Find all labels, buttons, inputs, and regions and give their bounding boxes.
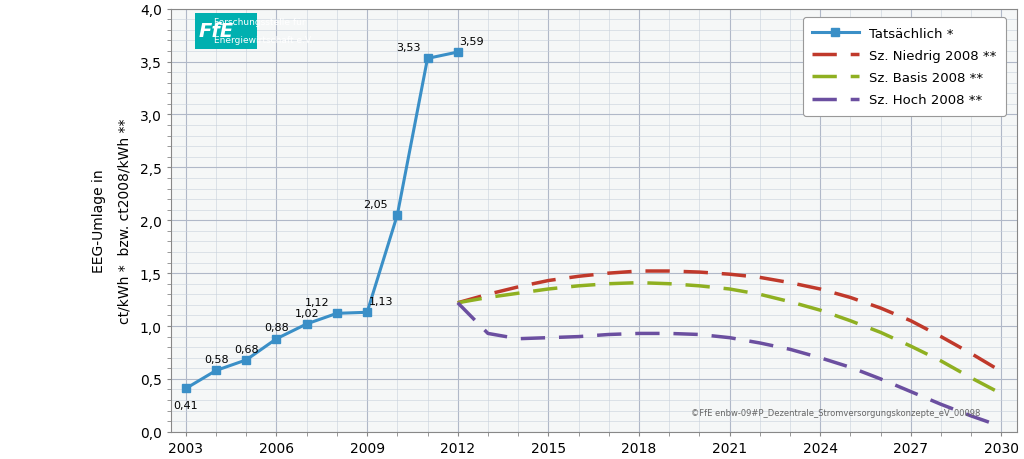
Text: FfE: FfE	[199, 22, 234, 41]
Sz. Basis 2008 **	[602, 281, 614, 287]
Sz. Hoch 2008 **	[542, 335, 554, 341]
Sz. Hoch 2008 **	[754, 341, 766, 346]
Text: 1,12: 1,12	[305, 297, 330, 308]
Sz. Hoch 2008 **	[481, 331, 494, 336]
Sz. Basis 2008 **	[814, 308, 826, 313]
Text: 3,59: 3,59	[460, 37, 484, 47]
Sz. Hoch 2008 **	[723, 335, 735, 341]
Text: 0,68: 0,68	[233, 344, 259, 354]
Sz. Niedrig 2008 **	[965, 351, 977, 357]
Sz. Hoch 2008 **	[814, 355, 826, 361]
Tatsächlich *	[452, 50, 464, 56]
Sz. Hoch 2008 **	[512, 336, 524, 342]
Sz. Hoch 2008 **	[633, 331, 645, 336]
Sz. Hoch 2008 **	[693, 332, 706, 337]
Sz. Basis 2008 **	[663, 281, 675, 287]
Sz. Basis 2008 **	[754, 292, 766, 297]
Sz. Niedrig 2008 **	[693, 270, 706, 275]
Bar	[195, 14, 257, 50]
Sz. Basis 2008 **	[874, 330, 887, 336]
Line: Sz. Basis 2008 **: Sz. Basis 2008 **	[458, 283, 1001, 394]
Sz. Basis 2008 **	[633, 280, 645, 286]
Sz. Hoch 2008 **	[935, 402, 947, 407]
Text: ct/kWh *  bzw. ct2008/kWh **: ct/kWh * bzw. ct2008/kWh **	[118, 118, 131, 323]
Sz. Niedrig 2008 **	[935, 334, 947, 340]
Text: 0,41: 0,41	[174, 400, 199, 410]
Sz. Niedrig 2008 **	[904, 318, 916, 324]
Tatsächlich *	[241, 358, 253, 363]
Sz. Hoch 2008 **	[904, 389, 916, 394]
Sz. Hoch 2008 **	[572, 334, 585, 340]
Sz. Basis 2008 **	[904, 344, 916, 349]
Sz. Niedrig 2008 **	[723, 272, 735, 277]
Sz. Hoch 2008 **	[874, 376, 887, 382]
Tatsächlich *	[331, 311, 343, 316]
Text: 0,58: 0,58	[204, 354, 228, 364]
Text: 3,53: 3,53	[396, 43, 420, 53]
Text: ©FfE enbw-09#P_Dezentrale_Stromversorgungskonzepte_eV_00098: ©FfE enbw-09#P_Dezentrale_Stromversorgun…	[691, 408, 980, 417]
Text: EEG-Umlage in: EEG-Umlage in	[92, 169, 105, 273]
Tatsächlich *	[270, 336, 283, 342]
Sz. Hoch 2008 **	[783, 347, 796, 353]
Text: 0,88: 0,88	[264, 323, 289, 333]
Sz. Niedrig 2008 **	[542, 278, 554, 284]
Sz. Niedrig 2008 **	[481, 292, 494, 297]
Line: Sz. Hoch 2008 **: Sz. Hoch 2008 **	[458, 303, 1001, 426]
Sz. Niedrig 2008 **	[633, 269, 645, 274]
Sz. Niedrig 2008 **	[512, 285, 524, 290]
Tatsächlich *	[210, 368, 222, 374]
Sz. Basis 2008 **	[452, 300, 464, 306]
Legend: Tatsächlich *, Sz. Niedrig 2008 **, Sz. Basis 2008 **, Sz. Hoch 2008 **: Tatsächlich *, Sz. Niedrig 2008 **, Sz. …	[803, 18, 1006, 116]
Line: Sz. Niedrig 2008 **: Sz. Niedrig 2008 **	[458, 271, 1001, 372]
Sz. Hoch 2008 **	[452, 300, 464, 306]
Sz. Niedrig 2008 **	[572, 274, 585, 280]
Sz. Basis 2008 **	[572, 284, 585, 289]
Sz. Basis 2008 **	[965, 375, 977, 381]
Sz. Basis 2008 **	[512, 291, 524, 297]
Sz. Basis 2008 **	[783, 299, 796, 305]
Tatsächlich *	[361, 310, 374, 315]
Sz. Niedrig 2008 **	[814, 286, 826, 292]
Text: 2,05: 2,05	[362, 199, 387, 209]
Text: Energiewirtschaft e.V.: Energiewirtschaft e.V.	[214, 36, 312, 45]
Tatsächlich *	[421, 56, 433, 62]
Sz. Hoch 2008 **	[602, 332, 614, 337]
Tatsächlich *	[391, 213, 403, 218]
Sz. Basis 2008 **	[693, 284, 706, 289]
Text: 1,02: 1,02	[294, 308, 319, 318]
Sz. Basis 2008 **	[844, 318, 856, 324]
Sz. Basis 2008 **	[935, 358, 947, 364]
Sz. Basis 2008 **	[723, 286, 735, 292]
Sz. Basis 2008 **	[481, 295, 494, 301]
Sz. Basis 2008 **	[542, 286, 554, 292]
Tatsächlich *	[301, 321, 313, 327]
Tatsächlich *	[180, 386, 193, 392]
Text: Forschungsstelle für: Forschungsstelle für	[214, 18, 305, 28]
Sz. Niedrig 2008 **	[783, 280, 796, 286]
Sz. Niedrig 2008 **	[663, 269, 675, 274]
Sz. Niedrig 2008 **	[874, 306, 887, 311]
Sz. Niedrig 2008 **	[602, 271, 614, 276]
Text: 1,13: 1,13	[369, 297, 393, 306]
Sz. Hoch 2008 **	[663, 331, 675, 336]
Sz. Niedrig 2008 **	[995, 369, 1008, 375]
Sz. Hoch 2008 **	[965, 413, 977, 419]
Sz. Niedrig 2008 **	[844, 295, 856, 301]
Sz. Hoch 2008 **	[844, 365, 856, 370]
Line: Tatsächlich *: Tatsächlich *	[181, 49, 462, 393]
Sz. Niedrig 2008 **	[452, 300, 464, 306]
Sz. Niedrig 2008 **	[754, 275, 766, 280]
Sz. Hoch 2008 **	[995, 424, 1008, 429]
Sz. Basis 2008 **	[995, 391, 1008, 397]
